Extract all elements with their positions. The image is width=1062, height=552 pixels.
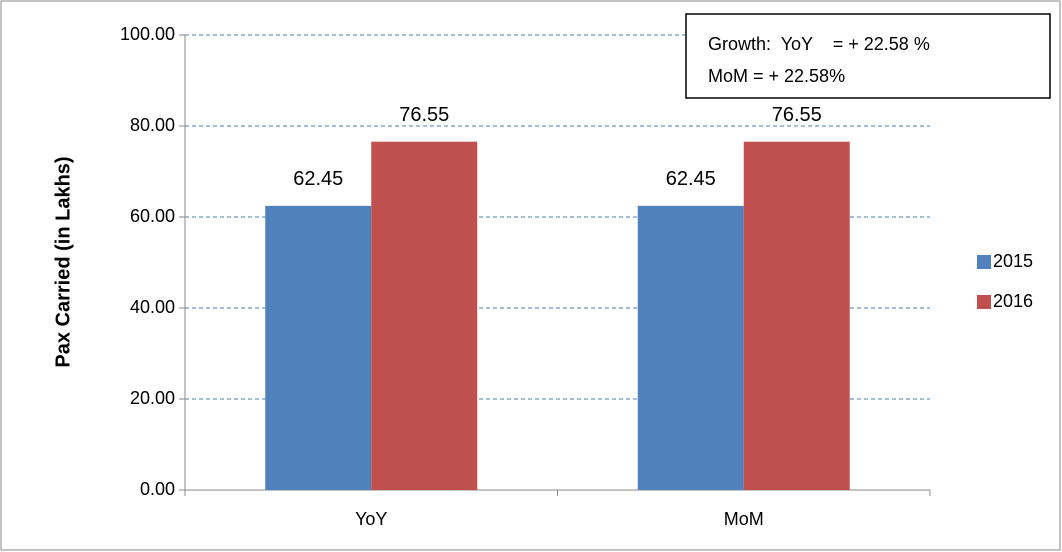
annotation-box	[685, 13, 1051, 99]
data-label: 76.55	[772, 104, 822, 126]
y-tick-label: 20.00	[130, 388, 175, 408]
data-label: 76.55	[399, 104, 449, 126]
y-axis-label: Pax Carried (in Lakhs)	[52, 156, 74, 367]
x-tick-label: MoM	[724, 509, 764, 529]
legend-label: 2016	[993, 291, 1033, 311]
legend-swatch	[977, 255, 991, 269]
bar	[743, 141, 850, 490]
data-label: 62.45	[666, 168, 716, 190]
x-tick-label: YoY	[355, 509, 387, 529]
legend-swatch	[977, 295, 991, 309]
bar	[371, 141, 478, 490]
y-tick-label: 80.00	[130, 115, 175, 135]
annotation-text: Growth: YoY = + 22.58 %	[708, 34, 930, 54]
y-tick-label: 100.00	[120, 24, 175, 44]
legend-label: 2015	[993, 251, 1033, 271]
data-label: 62.45	[293, 168, 343, 190]
bar	[637, 205, 744, 491]
y-tick-label: 40.00	[130, 297, 175, 317]
y-tick-label: 60.00	[130, 206, 175, 226]
y-tick-label: 0.00	[140, 479, 175, 499]
bar	[265, 205, 372, 491]
annotation-text: MoM = + 22.58%	[708, 66, 845, 86]
